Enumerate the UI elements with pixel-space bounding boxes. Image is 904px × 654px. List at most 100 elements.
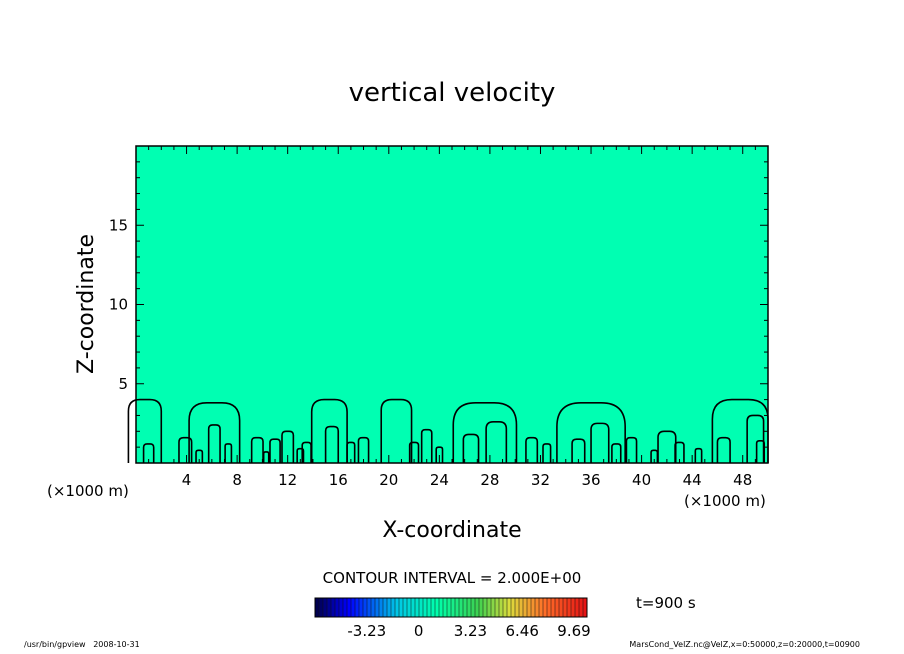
contour-line-9 [269, 438, 281, 463]
colorbar-band [323, 598, 327, 617]
x-tick-label: 40 [632, 471, 651, 489]
time-label: t=900 s [636, 594, 696, 612]
colorbar-band [567, 598, 571, 617]
colorbar-band [387, 598, 391, 617]
plot-background [136, 146, 768, 463]
colorbar-band [339, 598, 343, 617]
contour-line-26 [556, 401, 626, 463]
colorbar-band [559, 598, 563, 617]
x-tick-label: 8 [232, 471, 242, 489]
contour-line-37 [746, 414, 765, 463]
colorbar-band [575, 598, 579, 617]
contour-line-7 [250, 436, 264, 463]
contour-line-15 [346, 441, 356, 463]
contour-line-38 [755, 440, 766, 463]
contour-line-25 [542, 443, 552, 463]
contour-line-5 [207, 424, 221, 463]
contour-line-18 [408, 441, 420, 463]
contour-line-20 [435, 446, 444, 463]
colorbar-band [499, 598, 503, 617]
colorbar-band [331, 598, 335, 617]
contour-line-10 [281, 430, 295, 463]
colorbar-band [351, 598, 355, 617]
contour-line-13 [310, 398, 348, 463]
colorbar-band [523, 598, 527, 617]
colorbar-band [463, 598, 467, 617]
x-tick-label: 36 [581, 471, 600, 489]
colorbar-band [539, 598, 543, 617]
colorbar-bands [314, 598, 587, 617]
footer-path: /usr/bin/gpview [24, 640, 86, 649]
x-tick-label: 16 [329, 471, 348, 489]
colorbar-band [411, 598, 415, 617]
colorbar-band [359, 598, 363, 617]
colorbar-band [431, 598, 435, 617]
contour-line-29 [611, 443, 622, 463]
colorbar-band [467, 598, 471, 617]
colorbar-tick-label: 0 [414, 622, 424, 640]
colorbar-band [315, 598, 319, 617]
colorbar-frame [314, 597, 588, 618]
colorbar-band [507, 598, 511, 617]
contour-line-23 [485, 420, 508, 463]
colorbar-band [519, 598, 523, 617]
contour-line-2 [178, 436, 193, 463]
colorbar-band [579, 598, 583, 617]
x-unit-right: (×1000 m) [684, 492, 766, 510]
colorbar-band [355, 598, 359, 617]
x-tick-label: 4 [182, 471, 192, 489]
contour-line-17 [380, 398, 413, 463]
contour-line-33 [674, 441, 685, 463]
colorbar-band [427, 598, 431, 617]
colorbar-band [511, 598, 515, 617]
colorbar-band [495, 598, 499, 617]
contour-line-36 [716, 436, 731, 463]
colorbar-band [423, 598, 427, 617]
colorbar-band [527, 598, 531, 617]
colorbar-band [455, 598, 459, 617]
contour-line-8 [262, 451, 270, 463]
contour-lines [127, 398, 769, 463]
y-axis-ticks: 5 10 15 [109, 161, 768, 448]
colorbar-band [335, 598, 339, 617]
colorbar-band [447, 598, 451, 617]
contour-line-12 [301, 441, 312, 463]
contour-line-4 [188, 401, 241, 463]
contour-line-3 [195, 449, 204, 463]
contour-interval: CONTOUR INTERVAL = 2.000E+00 [323, 569, 582, 587]
x-axis-ticks: 4 8 12 16 20 24 28 32 36 40 44 48 [148, 146, 756, 489]
colorbar-band [471, 598, 475, 617]
contour-line-11 [296, 447, 305, 463]
colorbar-band [391, 598, 395, 617]
contour-line-30 [625, 436, 638, 463]
contour-line-1 [142, 443, 155, 463]
colorbar-tick-label: 3.23 [454, 622, 487, 640]
colorbar-band [515, 598, 519, 617]
footer-file: MarsCond_VelZ.nc@VelZ,x=0:50000,z=0:2000… [629, 640, 860, 649]
contour-line-24 [525, 436, 539, 463]
colorbar-band [583, 598, 587, 617]
colorbar-band [383, 598, 387, 617]
contour-line-28 [590, 422, 610, 463]
x-tick-label: 12 [278, 471, 297, 489]
contour-line-19 [420, 428, 433, 463]
colorbar-band [319, 598, 323, 617]
colorbar-band [503, 598, 507, 617]
footer-date: 2008-10-31 [93, 640, 140, 649]
colorbar-band [443, 598, 447, 617]
colorbar-band [535, 598, 539, 617]
colorbar-band [367, 598, 371, 617]
colorbar-band [371, 598, 375, 617]
colorbar-band [439, 598, 443, 617]
colorbar-band [491, 598, 495, 617]
y-axis-label: Z-coordinate [74, 234, 99, 374]
colorbar-band [415, 598, 419, 617]
x-axis-label: X-coordinate [382, 518, 521, 543]
colorbar-band [459, 598, 463, 617]
footer-left: /usr/bin/gpview 2008-10-31 [24, 640, 140, 649]
colorbar-band [487, 598, 491, 617]
colorbar-tick-label: 6.46 [506, 622, 539, 640]
contour-line-34 [694, 447, 703, 463]
